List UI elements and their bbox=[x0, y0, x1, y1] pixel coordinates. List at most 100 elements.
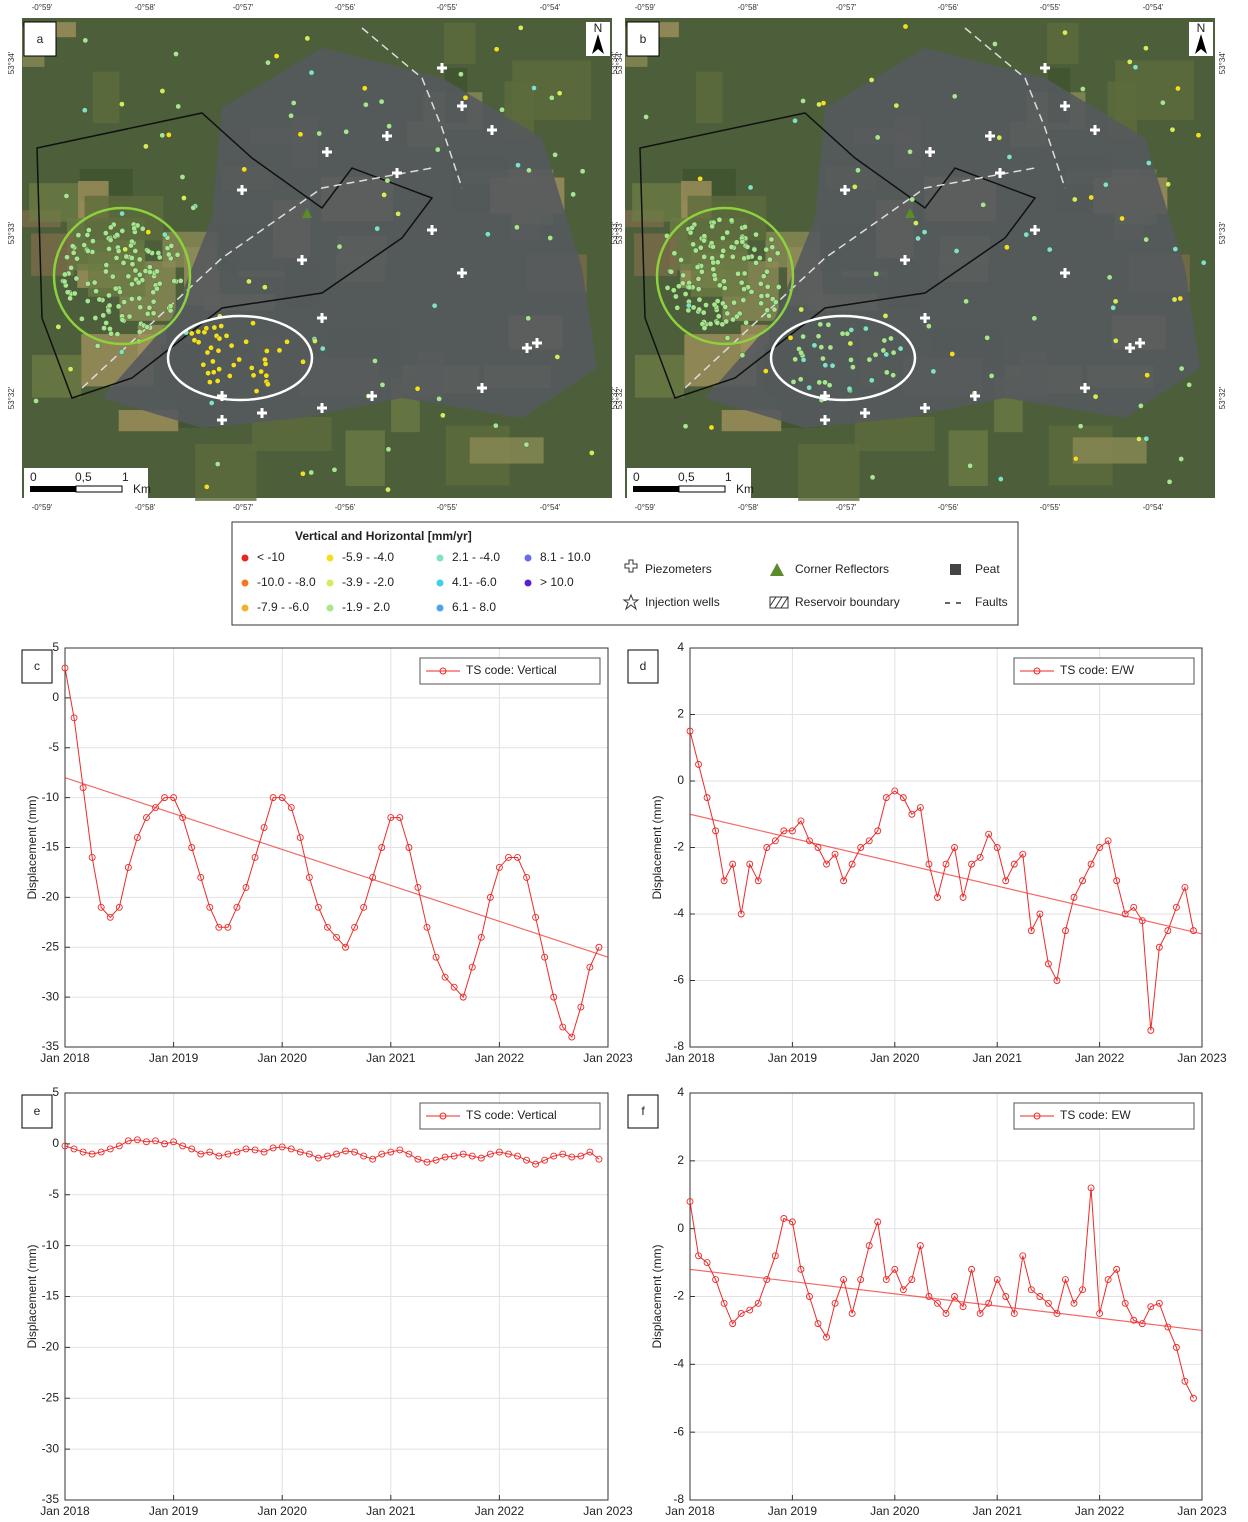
data-point bbox=[703, 794, 711, 802]
x-tick-label: Jan 2019 bbox=[768, 1504, 818, 1518]
panel-label: e bbox=[34, 1104, 41, 1118]
measurement-point bbox=[177, 278, 184, 284]
measurement-point bbox=[711, 301, 718, 308]
lon-label: -0°58' bbox=[738, 3, 759, 12]
data-point bbox=[797, 817, 805, 825]
measurement-point bbox=[714, 320, 721, 326]
data-point bbox=[1147, 1026, 1155, 1034]
measurement-point bbox=[797, 376, 804, 383]
data-point bbox=[396, 1146, 404, 1154]
lon-label: -0°56' bbox=[335, 3, 356, 12]
measurement-point bbox=[775, 284, 782, 290]
measurement-point bbox=[800, 98, 806, 104]
data-point bbox=[1190, 1394, 1197, 1402]
data-point bbox=[1096, 1310, 1104, 1317]
legend-box bbox=[231, 521, 1019, 626]
measurement-point bbox=[716, 313, 722, 320]
scale-label: Km bbox=[133, 482, 151, 496]
data-point bbox=[763, 844, 771, 851]
measurement-point bbox=[839, 330, 846, 337]
measurement-point bbox=[523, 441, 530, 448]
data-point bbox=[1147, 1303, 1155, 1311]
measurement-point bbox=[525, 315, 531, 322]
measurement-point bbox=[190, 204, 197, 211]
piezometer bbox=[395, 168, 399, 178]
legend-class: < -10 bbox=[257, 550, 285, 564]
measurement-point bbox=[119, 210, 125, 217]
data-point bbox=[61, 664, 69, 672]
x-tick-label: Jan 2022 bbox=[1075, 1504, 1125, 1518]
y-tick-label: -4 bbox=[673, 1357, 684, 1371]
measurement-point bbox=[374, 225, 380, 232]
measurement-point bbox=[210, 369, 217, 375]
measurement-point bbox=[68, 265, 74, 271]
measurement-point bbox=[89, 249, 96, 255]
fault bbox=[361, 27, 463, 189]
data-point bbox=[703, 1259, 711, 1267]
data-point bbox=[314, 1154, 322, 1162]
data-point bbox=[215, 1152, 223, 1160]
measurement-point bbox=[740, 297, 747, 303]
measurement-point bbox=[250, 372, 257, 379]
panel-label-box bbox=[626, 21, 660, 57]
measurement-point bbox=[82, 107, 88, 113]
measurement-point bbox=[1186, 382, 1192, 388]
measurement-point bbox=[868, 77, 875, 83]
measurement-point bbox=[85, 248, 91, 254]
y-tick-label: 0 bbox=[52, 690, 59, 704]
data-point bbox=[324, 923, 331, 931]
legend-entry: TS code: Vertical bbox=[466, 1108, 557, 1122]
measurement-point bbox=[262, 284, 268, 290]
measurement-point bbox=[69, 243, 76, 249]
measurement-point bbox=[72, 290, 78, 297]
data-point bbox=[780, 1215, 788, 1222]
piezometer bbox=[440, 63, 444, 73]
piezometer bbox=[923, 403, 927, 413]
data-point bbox=[942, 1310, 950, 1317]
data-point bbox=[823, 860, 830, 868]
data-point bbox=[495, 864, 503, 871]
fault bbox=[964, 27, 1066, 189]
measurement-point bbox=[848, 357, 854, 363]
measurement-point bbox=[847, 340, 854, 347]
measurement-point bbox=[772, 299, 779, 305]
measurement-point bbox=[921, 229, 928, 235]
legend-symbol-label: Peat bbox=[975, 562, 1000, 576]
plot-frame bbox=[689, 1092, 1203, 1501]
measurement-point bbox=[1113, 337, 1119, 344]
measurement-point bbox=[253, 388, 260, 394]
data-point bbox=[1062, 1276, 1069, 1283]
measurement-point bbox=[758, 300, 764, 307]
measurement-point bbox=[1143, 236, 1149, 243]
measurement-point bbox=[792, 356, 798, 363]
x-tick-label: Jan 2018 bbox=[665, 1504, 715, 1518]
measurement-point bbox=[1175, 85, 1181, 92]
fault bbox=[684, 167, 1036, 389]
measurement-point bbox=[874, 134, 881, 141]
measurement-point bbox=[119, 317, 126, 323]
scale-label: 0 bbox=[30, 470, 37, 484]
measurement-point bbox=[764, 268, 770, 275]
measurement-point bbox=[723, 318, 729, 325]
data-point bbox=[269, 1144, 277, 1152]
data-point bbox=[133, 1136, 141, 1144]
measurement-point bbox=[205, 370, 211, 376]
x-tick-label: Jan 2019 bbox=[768, 1051, 818, 1065]
series-line bbox=[689, 731, 1194, 1031]
data-point bbox=[342, 943, 349, 951]
x-tick-label: Jan 2020 bbox=[870, 1504, 920, 1518]
data-point bbox=[968, 1265, 976, 1273]
measurement-point bbox=[671, 250, 678, 256]
data-point bbox=[360, 903, 368, 911]
x-tick-label: Jan 2018 bbox=[665, 1051, 715, 1065]
measurement-point bbox=[549, 95, 555, 101]
data-point bbox=[788, 827, 796, 835]
measurement-point bbox=[818, 344, 825, 350]
field bbox=[1046, 22, 1079, 64]
y-tick-label: -15 bbox=[42, 840, 60, 854]
north-arrow bbox=[592, 34, 604, 54]
data-point bbox=[505, 854, 512, 861]
measurement-point bbox=[671, 287, 677, 293]
measurement-point bbox=[1178, 456, 1184, 462]
data-point bbox=[1036, 1293, 1044, 1300]
